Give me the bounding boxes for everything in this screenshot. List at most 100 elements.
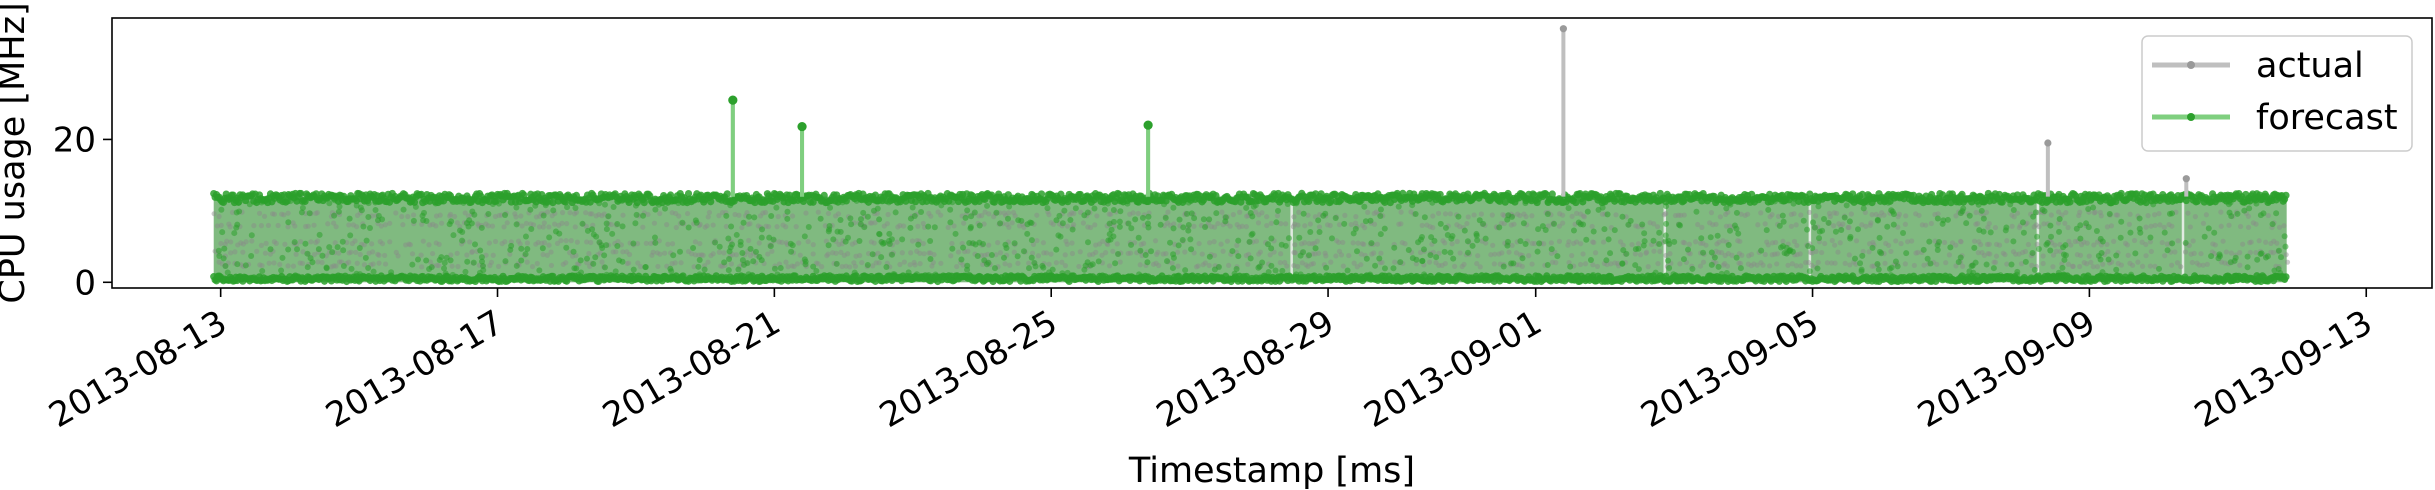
actual-point (375, 251, 381, 257)
actual-point (1488, 252, 1494, 258)
forecast-point (1211, 266, 1218, 273)
actual-point (1736, 250, 1743, 257)
forecast-point (993, 209, 1000, 216)
plot-data (210, 25, 2291, 286)
actual-point (2148, 223, 2154, 229)
actual-point (1323, 253, 1329, 259)
actual-point (884, 221, 890, 227)
forecast-point (335, 208, 342, 215)
actual-point (1873, 211, 1879, 217)
forecast-point (598, 242, 605, 249)
forecast-point (2098, 250, 2105, 257)
actual-point (2218, 209, 2224, 215)
actual-point (2245, 213, 2252, 219)
actual-point (1106, 263, 1113, 269)
actual-point (1566, 239, 1572, 245)
actual-point (1243, 252, 1249, 259)
forecast-point (1590, 228, 1597, 235)
forecast-point (216, 252, 223, 259)
forecast-point (676, 248, 683, 255)
forecast-point (2231, 257, 2238, 264)
forecast-point (2244, 253, 2251, 260)
actual-point (1086, 252, 1093, 258)
actual-point (434, 262, 440, 268)
forecast-point (2136, 215, 2143, 222)
forecast-point (825, 228, 832, 235)
actual-point (1600, 239, 1607, 245)
actual-point (1220, 248, 1226, 254)
actual-point (258, 242, 265, 248)
forecast-point (528, 226, 535, 233)
actual-point (405, 213, 411, 220)
actual-point (1374, 241, 1381, 247)
actual-point (2115, 260, 2121, 267)
actual-point (719, 209, 726, 216)
actual-point (466, 239, 473, 245)
actual-point (1809, 250, 1815, 256)
actual-point (1928, 220, 1934, 227)
actual-point (409, 251, 416, 257)
forecast-point (419, 212, 426, 219)
actual-point (1035, 253, 1042, 259)
actual-point (1069, 210, 1075, 216)
actual-point (1882, 260, 1888, 266)
forecast-point (2182, 239, 2189, 246)
actual-point (1916, 212, 1922, 219)
forecast-point (1004, 215, 1011, 222)
forecast-top-point (549, 198, 557, 207)
forecast-point (2282, 243, 2289, 250)
forecast-point (1056, 212, 1063, 219)
forecast-point (1235, 253, 1242, 260)
forecast-point (1978, 207, 1985, 214)
actual-point (1290, 224, 1296, 230)
forecast-point (2164, 247, 2171, 254)
actual-point (1819, 249, 1825, 256)
forecast-top-point (1115, 190, 1123, 198)
forecast-point (1860, 205, 1867, 212)
actual-point (2066, 238, 2072, 244)
actual-point (1557, 211, 1563, 217)
actual-point (1492, 251, 1498, 257)
forecast-point (2032, 209, 2039, 216)
actual-point (541, 240, 548, 246)
forecast-point (471, 211, 478, 218)
forecast-point (2147, 234, 2154, 241)
forecast-point (1264, 241, 1271, 248)
actual-point (583, 210, 589, 216)
actual-point (314, 238, 321, 244)
actual-point (1034, 212, 1040, 218)
actual-point (624, 249, 630, 255)
actual-point (507, 251, 513, 257)
actual-point (540, 224, 546, 230)
actual-point (2016, 224, 2022, 231)
forecast-point (1806, 268, 1813, 275)
actual-point (501, 224, 507, 230)
forecast-point (927, 237, 934, 244)
forecast-top-point (520, 191, 528, 199)
forecast-point (1222, 218, 1229, 225)
forecast-point (739, 250, 746, 257)
actual-point (1154, 251, 1160, 257)
actual-point (2034, 241, 2040, 247)
forecast-point (1306, 252, 1313, 259)
forecast-point (590, 260, 597, 267)
actual-point (454, 220, 460, 226)
forecast-point (2205, 225, 2212, 232)
actual-point (2143, 241, 2149, 248)
forecast-point (478, 224, 485, 231)
forecast-point (1405, 247, 1412, 254)
actual-point (2237, 223, 2244, 230)
forecast-point (360, 223, 367, 230)
forecast-point (679, 219, 686, 226)
forecast-point (1888, 264, 1895, 271)
actual-point (610, 249, 616, 255)
actual-point (1110, 248, 1116, 254)
actual-point (1156, 262, 1162, 269)
actual-point (637, 264, 644, 270)
actual-point (685, 248, 692, 255)
forecast-point (2030, 213, 2037, 220)
actual-point (305, 223, 311, 229)
actual-point (1511, 221, 1517, 227)
actual-point (2192, 214, 2198, 220)
actual-point (1439, 262, 1445, 268)
